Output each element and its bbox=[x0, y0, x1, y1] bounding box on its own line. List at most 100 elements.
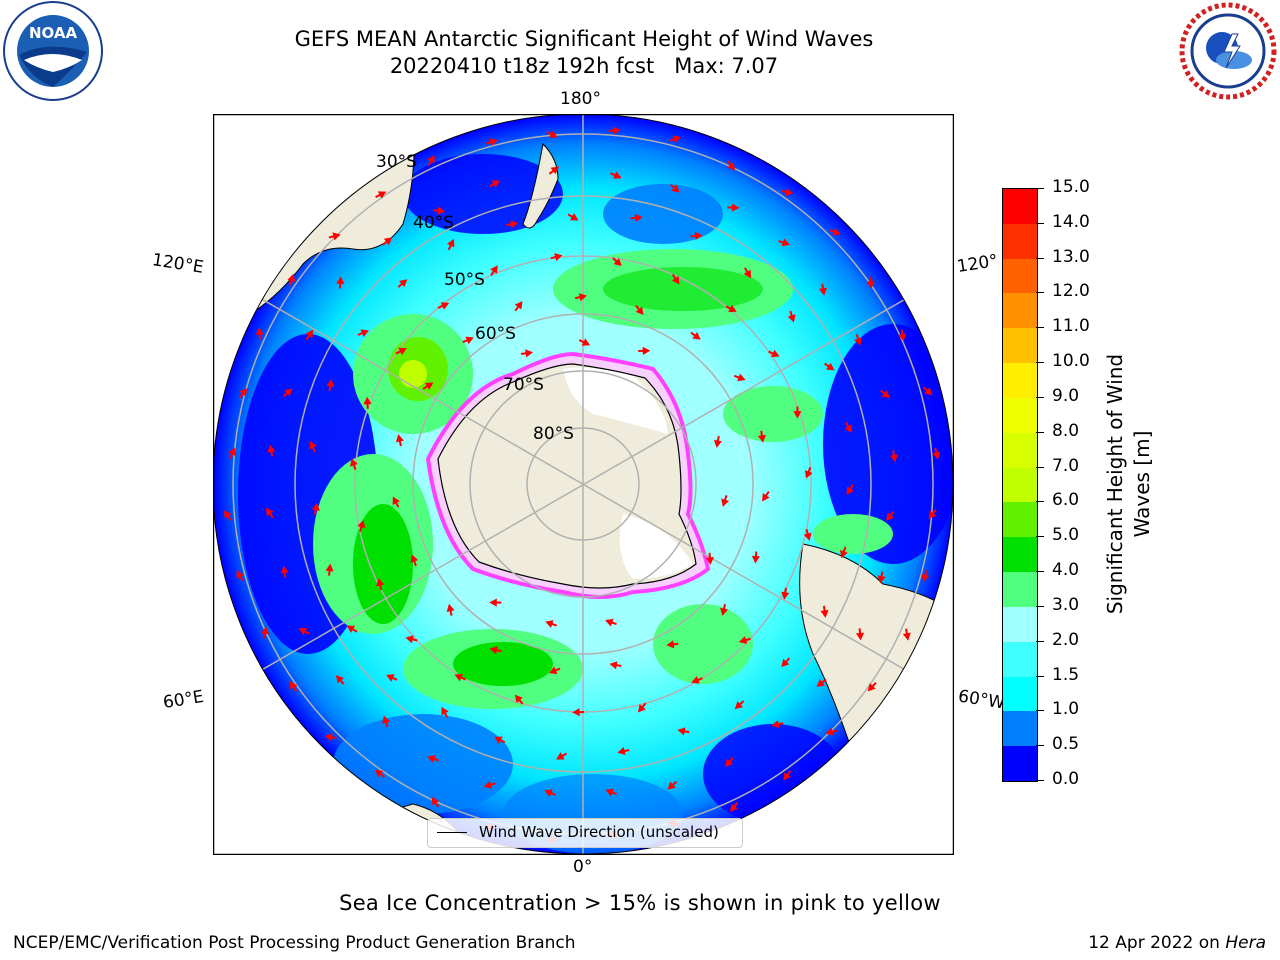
wave-arrow-head bbox=[570, 213, 579, 221]
colorbar-tick bbox=[1036, 571, 1044, 573]
wave-arrow-head bbox=[867, 683, 876, 692]
colorbar-tick-label: 10.0 bbox=[1052, 351, 1090, 372]
colorbar-tick bbox=[1036, 327, 1044, 329]
colorbar-band bbox=[1003, 432, 1037, 468]
chart-title: GEFS MEAN Antarctic Significant Height o… bbox=[294, 27, 874, 51]
wave-arrow-head bbox=[666, 640, 675, 649]
wave-arrow-head bbox=[781, 658, 790, 668]
colorbar-tick-label: 4.0 bbox=[1052, 560, 1080, 581]
colorbar-tick bbox=[1036, 362, 1044, 364]
wave-arrow-head bbox=[609, 661, 618, 670]
wave-arrow-head bbox=[454, 673, 463, 682]
wave-arrow-head bbox=[637, 704, 646, 713]
wave-arrow-head bbox=[672, 135, 681, 144]
wave-arrow-head bbox=[787, 314, 796, 323]
wave-arrow-head bbox=[490, 265, 498, 274]
wave-arrow-head bbox=[424, 382, 434, 390]
wave-arrow-head bbox=[491, 180, 501, 188]
wave-arrow-head bbox=[427, 155, 435, 164]
colorbar bbox=[1002, 188, 1038, 782]
wave-arrow-head bbox=[881, 390, 891, 399]
wave-arrow-head bbox=[440, 302, 450, 310]
wave-arrow-head bbox=[325, 563, 334, 572]
wave-arrow-head bbox=[510, 220, 519, 229]
wave-arrow-head bbox=[363, 396, 372, 405]
wave-arrow-head bbox=[287, 273, 296, 283]
wave-arrow-head bbox=[489, 646, 498, 655]
colorbar-tick bbox=[1036, 188, 1044, 189]
wave-arrow-head bbox=[309, 440, 317, 450]
wave-arrow-head bbox=[928, 510, 937, 520]
colorbar-tick bbox=[1036, 745, 1044, 747]
wave-arrow-head bbox=[383, 237, 393, 246]
wave-arrow-head bbox=[816, 679, 825, 687]
wave-arrow-head bbox=[392, 496, 400, 505]
wave-arrow-head bbox=[725, 758, 733, 768]
wave-arrow-head bbox=[921, 574, 930, 583]
wave-arrow-head bbox=[545, 620, 554, 628]
wave-arrow-head bbox=[898, 333, 907, 342]
wave-arrow-head bbox=[731, 203, 740, 212]
wave-arrow-head bbox=[525, 349, 534, 358]
wave-arrow-head bbox=[781, 238, 790, 247]
nws-logo bbox=[1176, 0, 1280, 102]
wave-arrow-head bbox=[405, 635, 414, 644]
wave-arrow-head bbox=[721, 498, 730, 507]
wave-arrow-head bbox=[581, 338, 591, 346]
wave-arrow-head bbox=[335, 675, 344, 684]
noaa-logo: NOAA bbox=[2, 0, 104, 102]
wave-arrow-head bbox=[305, 329, 314, 339]
colorbar-band bbox=[1003, 467, 1037, 503]
wave-arrow-head bbox=[376, 578, 385, 587]
wave-arrow-head bbox=[289, 681, 298, 690]
wave-arrow-head bbox=[671, 275, 680, 285]
wave-arrow-head bbox=[713, 439, 722, 448]
wave-arrow-head bbox=[437, 206, 446, 215]
wave-arrow-head bbox=[826, 362, 835, 371]
wave-arrow-head bbox=[357, 519, 366, 529]
legend-label: Wind Wave Direction (unscaled) bbox=[479, 823, 719, 841]
wave-arrow-head bbox=[446, 238, 455, 248]
wave-arrow-head bbox=[854, 337, 862, 346]
wave-arrow-head bbox=[692, 331, 701, 340]
wave-arrow-head bbox=[377, 191, 387, 199]
wave-arrow-head bbox=[613, 257, 622, 267]
colorbar-band bbox=[1003, 362, 1037, 398]
wave-arrow-head bbox=[818, 287, 828, 296]
wave-arrow-head bbox=[924, 387, 933, 396]
wave-arrow-head bbox=[605, 788, 614, 797]
colorbar-tick-label: 1.5 bbox=[1052, 664, 1080, 685]
lon-label-120e: 120°E bbox=[150, 250, 205, 278]
wave-arrow-head bbox=[691, 676, 700, 684]
wave-arrow-head bbox=[783, 772, 791, 781]
wave-arrow-head bbox=[236, 570, 244, 579]
wave-arrow-head bbox=[572, 708, 580, 717]
wave-arrow-head bbox=[840, 549, 848, 559]
wave-arrow-head bbox=[336, 276, 345, 285]
wave-arrow-head bbox=[844, 424, 852, 434]
wave-arrow-head bbox=[382, 715, 390, 724]
colorbar-tick bbox=[1036, 257, 1044, 259]
colorbar-tick bbox=[1036, 640, 1044, 642]
wave-arrow-head bbox=[427, 755, 436, 763]
wave-arrow-head bbox=[514, 694, 523, 704]
sea-ice-note: Sea Ice Concentration > 15% is shown in … bbox=[339, 891, 941, 915]
wave-arrow-head bbox=[489, 598, 497, 607]
wave-arrow-head bbox=[613, 171, 622, 179]
wave-arrow-head bbox=[634, 213, 643, 222]
wave-arrow-head bbox=[494, 736, 503, 744]
colorbar-tick-label: 9.0 bbox=[1052, 385, 1080, 406]
wave-arrow-head bbox=[793, 411, 802, 419]
colorbar-band bbox=[1003, 606, 1037, 642]
footer-date-text: 12 Apr 2022 on bbox=[1088, 933, 1226, 953]
wave-arrow-head bbox=[260, 626, 270, 635]
wave-arrow-head bbox=[483, 780, 493, 789]
colorbar-tick bbox=[1036, 222, 1044, 224]
polar-map bbox=[212, 113, 955, 856]
wave-arrow-head bbox=[489, 138, 498, 147]
wind-wave-arrows bbox=[223, 126, 941, 843]
wave-arrow-head bbox=[544, 789, 553, 797]
wave-arrow-head bbox=[298, 628, 308, 636]
wave-arrow-head bbox=[751, 555, 761, 564]
wave-arrow-head bbox=[431, 796, 440, 806]
